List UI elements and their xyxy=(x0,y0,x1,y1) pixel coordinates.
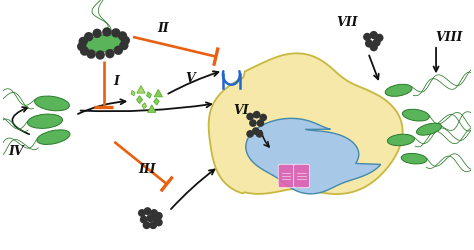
Text: VIII: VIII xyxy=(435,31,462,44)
Circle shape xyxy=(255,130,264,138)
Polygon shape xyxy=(154,99,159,106)
Ellipse shape xyxy=(84,36,123,53)
Circle shape xyxy=(259,114,267,122)
Polygon shape xyxy=(246,119,381,194)
Ellipse shape xyxy=(35,97,69,111)
Circle shape xyxy=(370,32,378,40)
Circle shape xyxy=(150,209,158,217)
Circle shape xyxy=(92,30,102,39)
Circle shape xyxy=(365,40,373,48)
Circle shape xyxy=(119,42,128,51)
Ellipse shape xyxy=(385,85,412,97)
Circle shape xyxy=(105,50,115,59)
FancyBboxPatch shape xyxy=(278,165,294,188)
Polygon shape xyxy=(146,92,151,99)
Circle shape xyxy=(253,112,261,119)
Text: IV: IV xyxy=(8,144,24,157)
Circle shape xyxy=(155,218,163,226)
Text: VI: VI xyxy=(233,103,248,116)
Circle shape xyxy=(102,28,111,38)
Circle shape xyxy=(86,50,96,59)
Circle shape xyxy=(143,221,151,229)
Circle shape xyxy=(256,120,264,128)
Circle shape xyxy=(77,43,86,52)
FancyBboxPatch shape xyxy=(294,165,310,188)
Circle shape xyxy=(370,44,378,52)
Ellipse shape xyxy=(27,114,63,129)
Text: I: I xyxy=(113,74,119,87)
Circle shape xyxy=(84,33,93,42)
Polygon shape xyxy=(142,103,146,109)
Circle shape xyxy=(138,209,146,217)
Polygon shape xyxy=(209,54,402,194)
Ellipse shape xyxy=(417,124,442,136)
Circle shape xyxy=(373,39,381,48)
Circle shape xyxy=(149,221,157,229)
Text: VII: VII xyxy=(337,16,358,29)
Ellipse shape xyxy=(37,130,70,145)
Polygon shape xyxy=(154,90,163,98)
Circle shape xyxy=(153,216,161,224)
Circle shape xyxy=(375,34,383,43)
Circle shape xyxy=(246,130,254,138)
Circle shape xyxy=(144,207,152,215)
Circle shape xyxy=(146,214,155,222)
Circle shape xyxy=(363,34,371,42)
Circle shape xyxy=(249,120,257,128)
Text: V: V xyxy=(185,72,195,85)
Circle shape xyxy=(96,51,105,60)
Text: III: III xyxy=(138,162,156,175)
Polygon shape xyxy=(131,91,135,96)
Polygon shape xyxy=(137,96,143,104)
Polygon shape xyxy=(137,86,145,94)
Ellipse shape xyxy=(401,154,427,164)
Ellipse shape xyxy=(387,135,414,146)
Circle shape xyxy=(121,36,130,46)
Circle shape xyxy=(79,38,88,47)
Circle shape xyxy=(80,47,89,56)
Circle shape xyxy=(252,128,260,135)
Circle shape xyxy=(111,29,120,38)
Circle shape xyxy=(246,113,254,121)
Circle shape xyxy=(140,216,148,224)
Circle shape xyxy=(114,46,123,56)
Circle shape xyxy=(155,212,163,220)
Ellipse shape xyxy=(402,110,429,122)
Circle shape xyxy=(118,32,127,42)
Text: II: II xyxy=(157,22,169,35)
Polygon shape xyxy=(147,106,156,113)
